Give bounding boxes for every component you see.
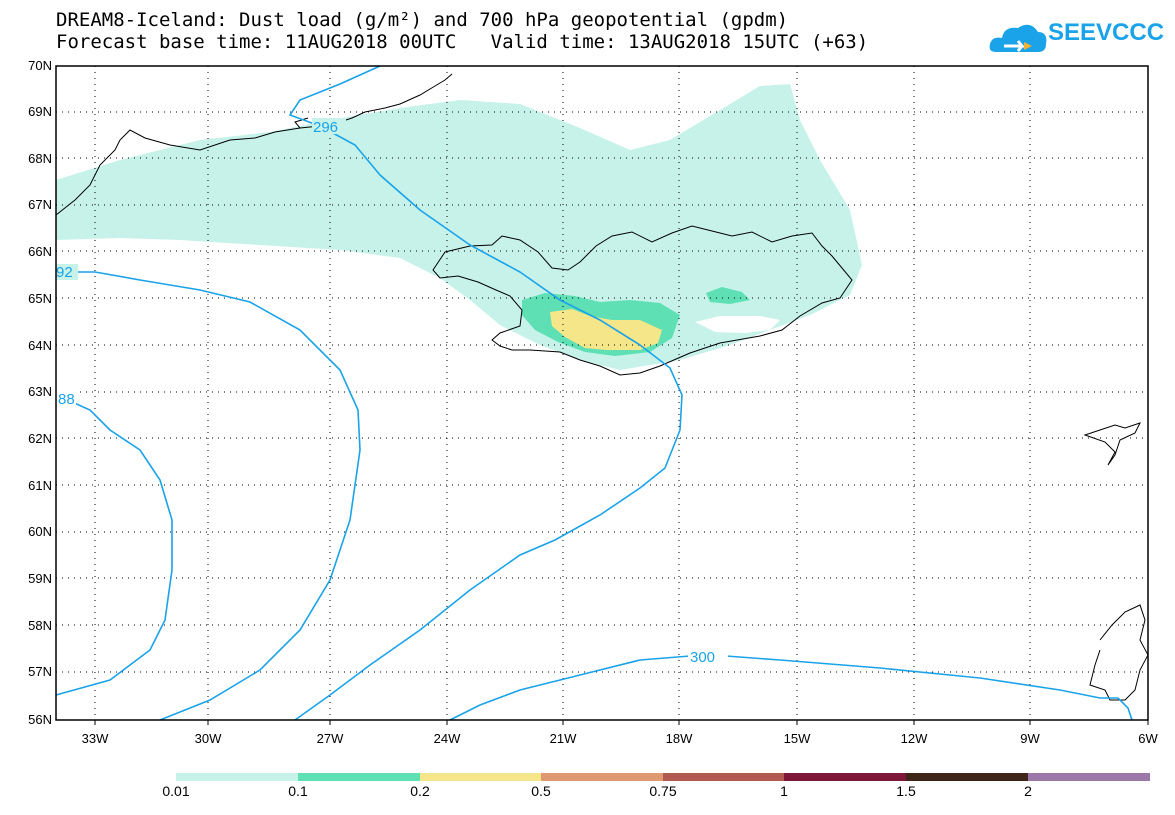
contour-292 bbox=[76, 271, 361, 721]
lon-label: 9W bbox=[1020, 731, 1040, 746]
lat-label: 62N bbox=[28, 431, 52, 446]
lat-label: 56N bbox=[28, 712, 52, 727]
map-title-line1: DREAM8-Iceland: Dust load (g/m²) and 700… bbox=[56, 9, 789, 31]
legend-swatch bbox=[1028, 773, 1150, 781]
lat-label: 69N bbox=[28, 104, 52, 119]
lat-label: 61N bbox=[28, 478, 52, 493]
legend-swatch bbox=[176, 773, 298, 781]
lon-label: 12W bbox=[901, 731, 928, 746]
lat-label: 60N bbox=[28, 524, 52, 539]
contour-labels: 296 92 88 300 bbox=[56, 118, 728, 666]
legend-label: 0.75 bbox=[649, 783, 677, 799]
lat-label: 58N bbox=[28, 618, 52, 633]
iceland-coast bbox=[432, 225, 853, 376]
logo-text: SEEVCCC bbox=[1048, 19, 1165, 46]
legend-swatch bbox=[906, 773, 1028, 781]
scotland-coast bbox=[1089, 604, 1149, 701]
map-title-line2: Forecast base time: 11AUG2018 00UTC Vali… bbox=[56, 31, 869, 53]
legend-swatch bbox=[784, 773, 906, 781]
contour-label-292: 92 bbox=[56, 264, 73, 281]
lat-label: 68N bbox=[28, 151, 52, 166]
lat-label: 70N bbox=[28, 58, 52, 73]
lat-label: 65N bbox=[28, 291, 52, 306]
lon-label: 30W bbox=[195, 731, 222, 746]
legend-label: 1.5 bbox=[896, 783, 916, 799]
dust-area-0.1-east bbox=[706, 287, 750, 304]
lat-label: 57N bbox=[28, 664, 52, 679]
coastlines bbox=[55, 73, 1149, 701]
lon-label: 27W bbox=[317, 731, 344, 746]
faroe-islands bbox=[1083, 422, 1141, 466]
longitude-labels: 33W 30W 27W 24W 21W 18W 15W 12W 9W 6W bbox=[82, 731, 1159, 746]
legend-swatch bbox=[298, 773, 420, 781]
dust-area-0.2 bbox=[550, 309, 662, 350]
lon-label: 21W bbox=[550, 731, 577, 746]
map-ticks bbox=[94, 720, 1149, 725]
seevccc-logo bbox=[989, 24, 1047, 52]
lat-label: 64N bbox=[28, 338, 52, 353]
latitude-labels: 70N 69N 68N 67N 66N 65N 64N 63N 62N 61N … bbox=[28, 58, 52, 727]
map-frame bbox=[55, 65, 1149, 721]
legend-label: 1 bbox=[780, 783, 788, 799]
legend-label: 2 bbox=[1024, 783, 1032, 799]
lon-label: 24W bbox=[434, 731, 461, 746]
contour-label-288: 88 bbox=[58, 391, 75, 408]
legend-label: 0.2 bbox=[410, 783, 430, 799]
dust-area-0.01 bbox=[56, 84, 862, 370]
lat-label: 63N bbox=[28, 384, 52, 399]
contour-300 bbox=[449, 655, 1133, 721]
lat-label: 67N bbox=[28, 197, 52, 212]
contour-label-300: 300 bbox=[690, 649, 715, 666]
legend-label: 0.01 bbox=[162, 783, 190, 799]
legend-label: 0.5 bbox=[531, 783, 551, 799]
legend-swatch bbox=[663, 773, 784, 781]
legend-swatch bbox=[420, 773, 541, 781]
lat-label: 66N bbox=[28, 244, 52, 259]
dust-shading bbox=[56, 84, 862, 370]
lon-label: 15W bbox=[784, 731, 811, 746]
lon-label: 6W bbox=[1138, 731, 1158, 746]
dust-hole bbox=[695, 316, 780, 333]
cloud-icon bbox=[989, 24, 1047, 52]
contour-label-296: 296 bbox=[313, 119, 338, 136]
legend-swatch bbox=[541, 773, 663, 781]
legend-label: 0.1 bbox=[288, 783, 308, 799]
contour-288 bbox=[55, 401, 173, 696]
lat-label: 59N bbox=[28, 571, 52, 586]
lon-label: 18W bbox=[666, 731, 693, 746]
legend-colorbar bbox=[176, 773, 1150, 781]
lon-label: 33W bbox=[82, 731, 109, 746]
